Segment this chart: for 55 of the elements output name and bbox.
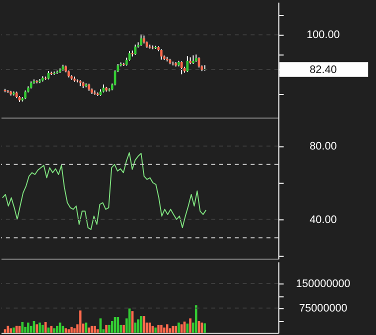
bar (88, 328, 90, 333)
bar (166, 324, 168, 333)
bar (163, 328, 166, 333)
candlestick (134, 44, 136, 56)
bar (90, 326, 94, 333)
y-tick-label: 80.00 (310, 140, 337, 153)
y-tick-label: 75000000 (299, 302, 348, 315)
bar (180, 324, 183, 333)
candlestick (160, 48, 163, 60)
bar (160, 324, 163, 333)
bar (178, 322, 180, 333)
candlestick (180, 60, 183, 75)
bar (110, 320, 114, 333)
bar (204, 323, 206, 333)
bar (21, 322, 24, 333)
bar (137, 319, 140, 333)
bar (38, 322, 41, 333)
bar (200, 322, 204, 333)
bar (174, 326, 177, 333)
bar (189, 318, 192, 333)
y-tick-label: 100.00 (306, 29, 340, 42)
candlestick (128, 50, 131, 62)
bar (15, 326, 18, 333)
bar (154, 328, 157, 333)
bar (131, 311, 134, 333)
bar (94, 326, 96, 333)
bar (56, 326, 58, 333)
bar (10, 328, 12, 333)
y-tick-label: 82.40 (310, 64, 337, 76)
bar (79, 310, 82, 333)
bar (68, 329, 70, 333)
bar (50, 326, 53, 333)
bar (27, 322, 30, 333)
bar (96, 329, 99, 333)
candlestick (186, 56, 189, 73)
bar (108, 324, 110, 333)
bar (73, 328, 76, 333)
bar (12, 328, 15, 333)
bar (186, 324, 189, 333)
bar (64, 328, 67, 333)
bar (4, 329, 6, 333)
y-tick-label: 40.00 (310, 214, 337, 226)
y-tick-label: 150000000 (296, 278, 350, 290)
bar (47, 328, 50, 333)
bar (152, 326, 154, 333)
bar (36, 324, 38, 333)
bar (70, 326, 73, 333)
bar (42, 324, 44, 333)
bar (105, 324, 108, 333)
bar (168, 328, 172, 333)
bar (122, 324, 125, 333)
bar (134, 322, 136, 333)
bar (53, 328, 56, 333)
line-series (2, 152, 207, 230)
bar (148, 322, 151, 333)
